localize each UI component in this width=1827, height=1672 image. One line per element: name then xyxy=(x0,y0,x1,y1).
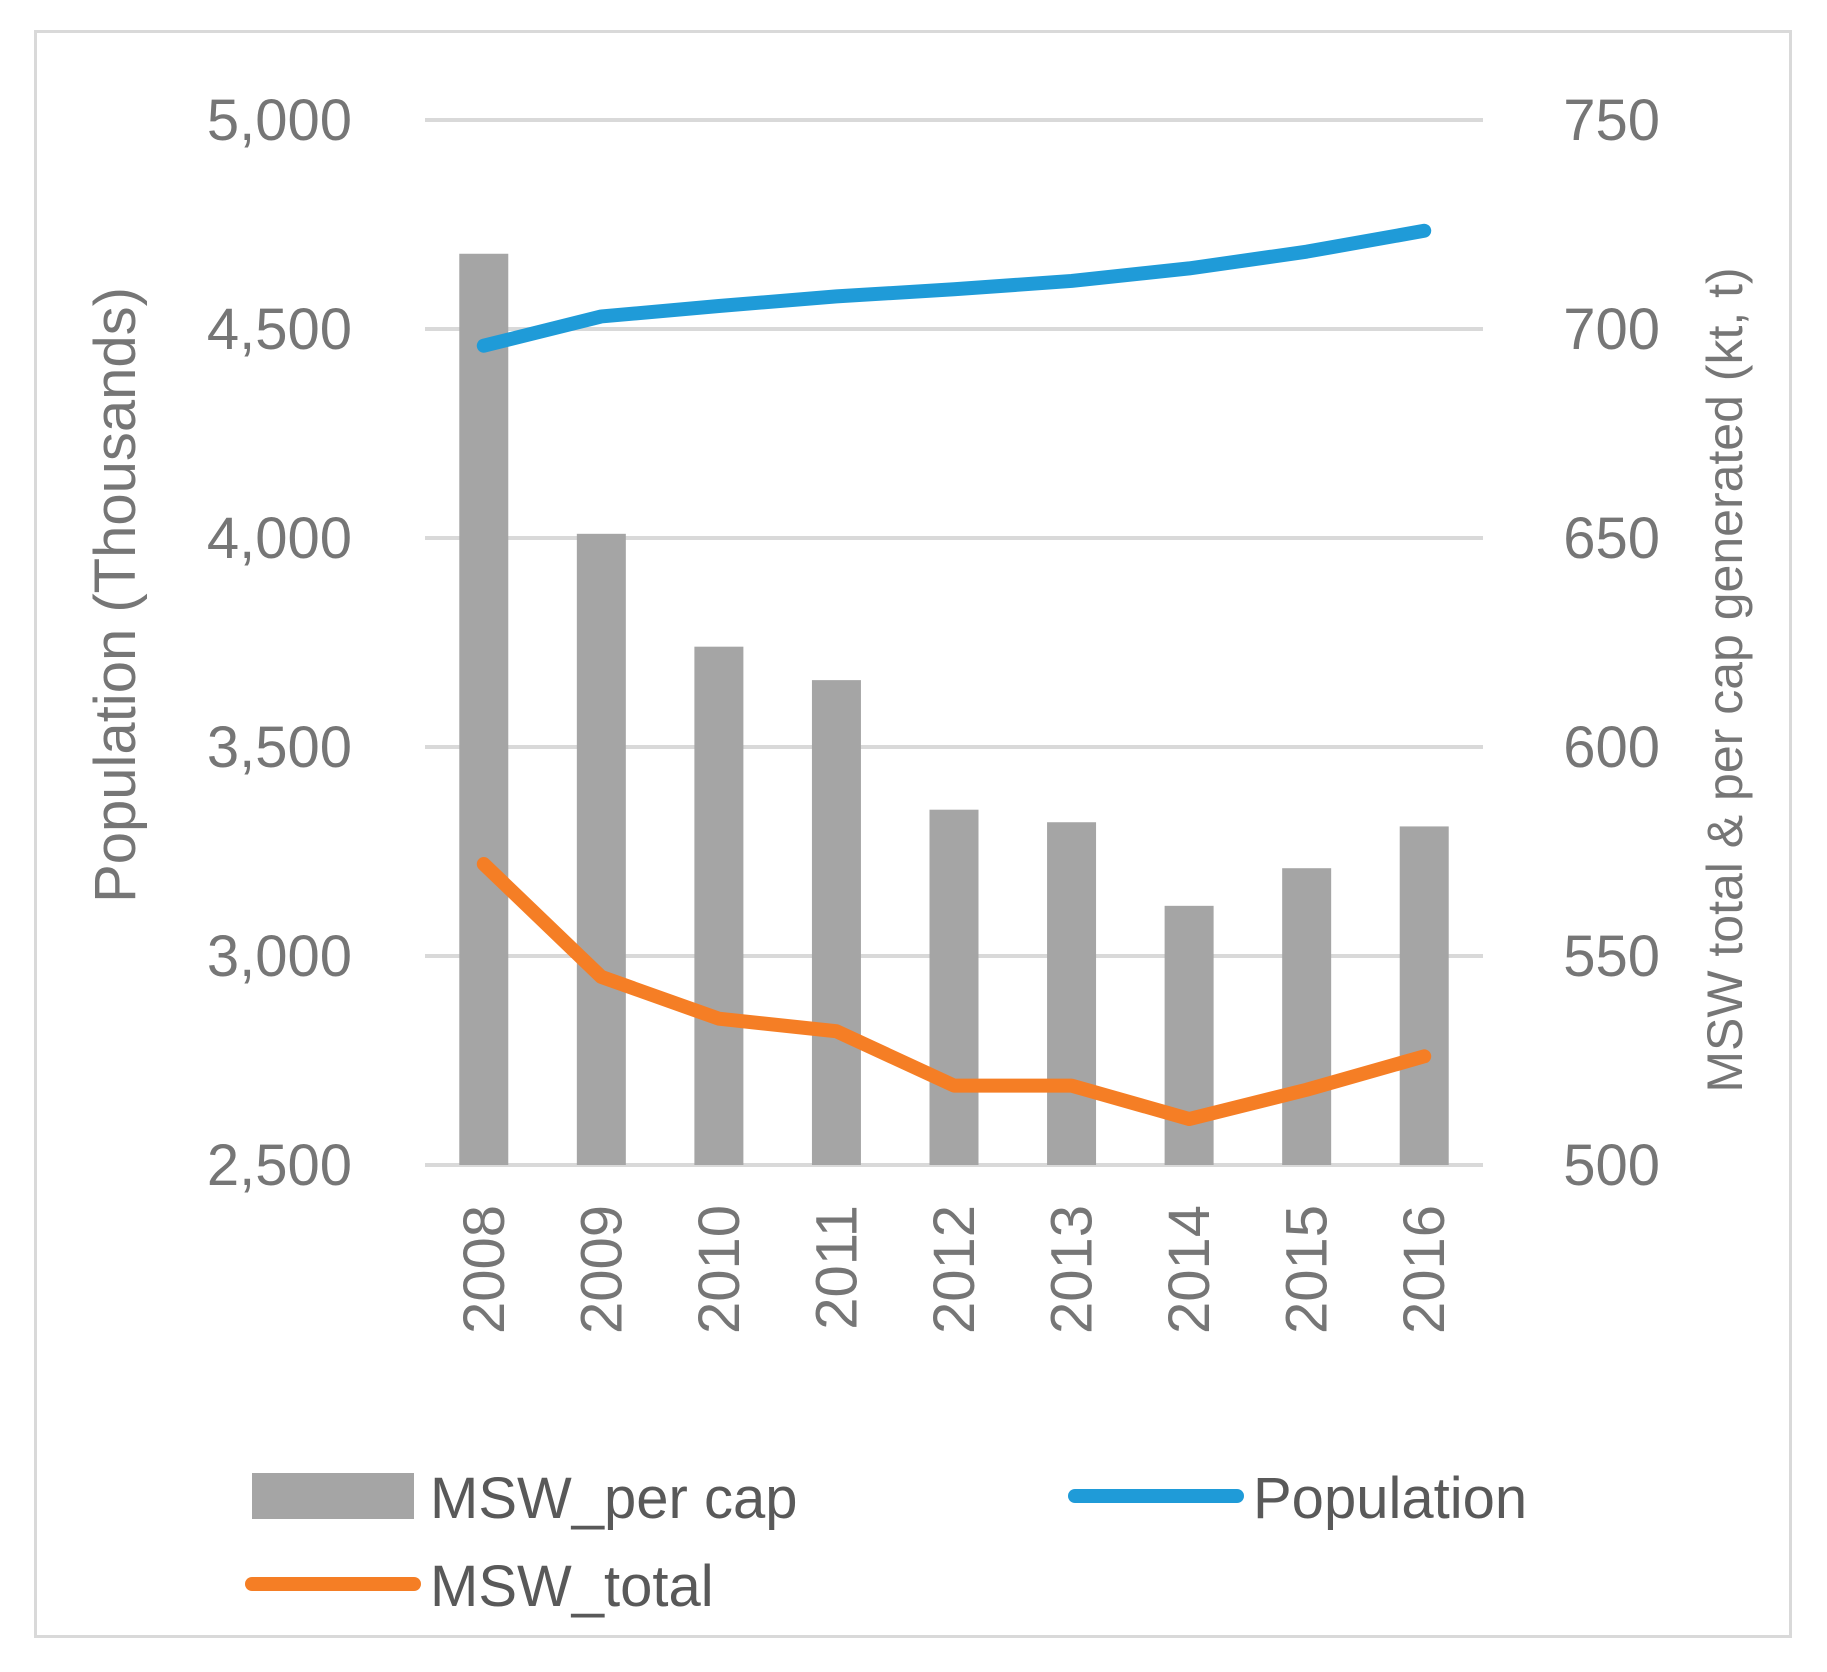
x-axis-ticks: 2008 2009 2010 2011 2012 2013 2014 2015 2016 xyxy=(452,1205,1457,1334)
x-tick-label: 2016 xyxy=(1392,1205,1457,1334)
left-tick-label: 3,500 xyxy=(207,715,352,780)
left-tick-label: 4,000 xyxy=(207,506,352,571)
bar-2011 xyxy=(811,680,861,1165)
right-axis-title: MSW total & per cap generated (kt, t) xyxy=(1697,267,1753,1092)
x-tick-label: 2009 xyxy=(569,1205,634,1334)
x-tick-label: 2008 xyxy=(452,1205,517,1334)
left-axis-title: Population (Thousands) xyxy=(83,287,148,903)
bar-series-msw-per-cap xyxy=(459,253,1449,1165)
x-tick-label: 2015 xyxy=(1275,1205,1340,1334)
bar-2008 xyxy=(459,253,509,1165)
right-tick-label: 600 xyxy=(1563,715,1660,780)
legend: MSW_per cap Population MSW_total xyxy=(245,1466,1527,1619)
x-tick-label: 2011 xyxy=(804,1205,869,1330)
right-tick-label: 550 xyxy=(1563,924,1660,989)
bar-2014 xyxy=(1164,905,1214,1165)
left-tick-label: 3,000 xyxy=(207,924,352,989)
legend-label-population: Population xyxy=(1253,1466,1527,1531)
right-axis-ticks: 500 550 600 650 700 750 xyxy=(1563,88,1660,1198)
right-tick-label: 750 xyxy=(1563,88,1660,153)
left-tick-label: 5,000 xyxy=(207,88,352,153)
left-tick-label: 2,500 xyxy=(207,1133,352,1198)
bar-2009 xyxy=(576,533,626,1165)
legend-label-msw-total: MSW_total xyxy=(430,1554,714,1619)
right-tick-label: 500 xyxy=(1563,1133,1660,1198)
x-tick-label: 2012 xyxy=(922,1205,987,1334)
line-series xyxy=(476,223,1432,1127)
x-tick-label: 2010 xyxy=(687,1205,752,1334)
right-tick-label: 650 xyxy=(1563,506,1660,571)
x-tick-label: 2014 xyxy=(1157,1205,1222,1334)
bar-2012 xyxy=(929,809,979,1165)
left-axis-ticks: 2,500 3,000 3,500 4,000 4,500 5,000 xyxy=(207,88,352,1198)
bar-2015 xyxy=(1282,868,1332,1165)
legend-swatch-msw-per-cap xyxy=(252,1473,414,1519)
left-tick-label: 4,500 xyxy=(207,297,352,362)
line-msw-total xyxy=(476,857,1432,1127)
right-tick-label: 700 xyxy=(1563,297,1660,362)
bar-2016 xyxy=(1399,826,1449,1165)
bar-2010 xyxy=(694,646,744,1165)
line-population xyxy=(476,223,1432,353)
bar-2013 xyxy=(1047,822,1097,1165)
x-tick-label: 2013 xyxy=(1040,1205,1105,1334)
legend-label-msw-per-cap: MSW_per cap xyxy=(430,1466,797,1531)
